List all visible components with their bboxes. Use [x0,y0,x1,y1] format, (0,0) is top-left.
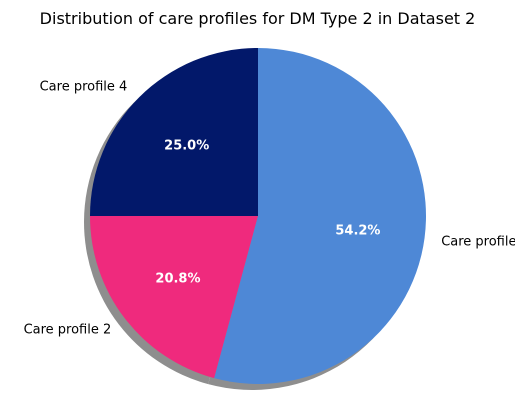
pie-slice-care-profile-3 [214,48,426,384]
pct-label-care-profile-4: 25.0% [164,139,209,154]
pct-label-care-profile-3: 54.2% [335,223,380,238]
pie-labels: 25.0% Care profile 4 20.8% Care profile 2 54… [24,79,515,337]
slice-label-care-profile-4: Care profile 4 [40,79,128,94]
pie-slice-care-profile-4 [90,48,258,216]
slice-label-care-profile-2: Care profile 2 [24,322,112,337]
pct-label-care-profile-2: 20.8% [155,271,200,286]
pie-slices [90,48,426,384]
slice-label-care-profile-3: Care profile 3 [441,234,515,249]
chart-title: Distribution of care profiles for DM Typ… [40,9,476,28]
pie-slice-care-profile-2 [90,216,258,379]
